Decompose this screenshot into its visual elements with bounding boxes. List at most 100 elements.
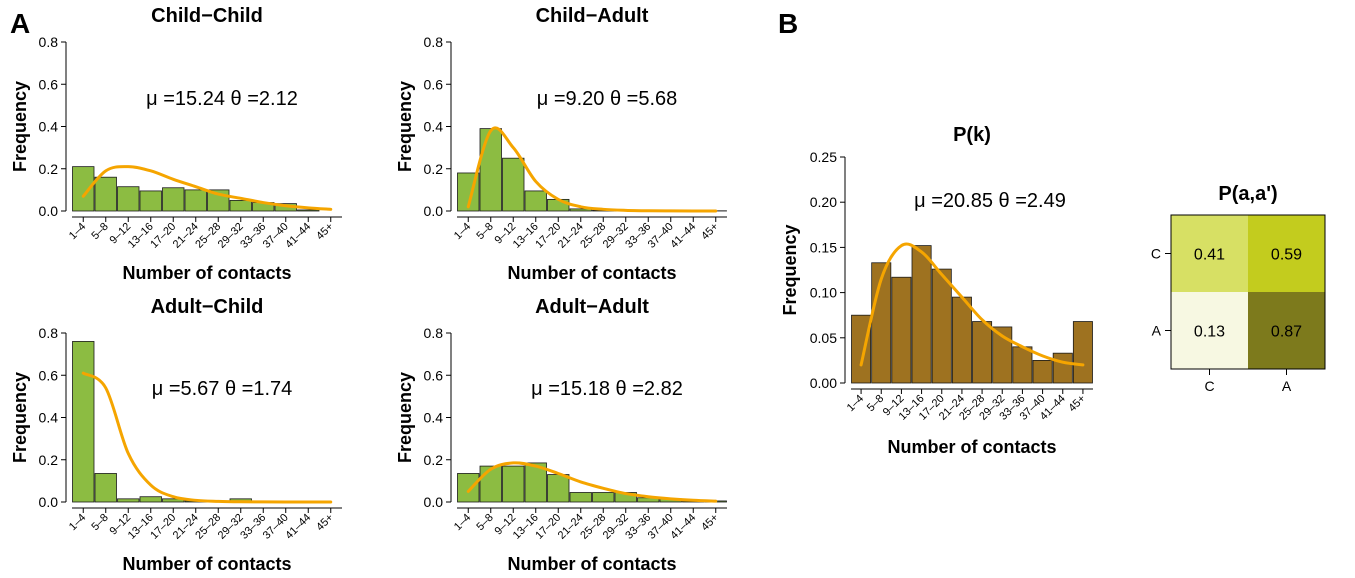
y-tick-label: 0.0	[39, 494, 59, 510]
panel-letter-a: A	[10, 8, 30, 39]
x-tick-label: 1–4	[67, 512, 88, 533]
heatmap-cell-value: 0.13	[1194, 324, 1225, 341]
chart-title: Child−Child	[151, 5, 263, 27]
heatmap-cell	[1248, 292, 1325, 369]
bar	[931, 268, 952, 384]
bar	[229, 200, 252, 212]
fit-curve	[466, 461, 718, 503]
bar	[117, 498, 140, 503]
heatmap-age-mixing: P(a,a') 0.41 0.59 0.13 0.87 C A C A	[1151, 183, 1326, 394]
x-tick-label: 41–44	[668, 221, 698, 251]
row-label: A	[1152, 323, 1162, 339]
bar	[162, 187, 185, 212]
chart-degree-distribution: P(k)0.000.050.100.150.200.251–45–89–1213…	[780, 124, 1093, 457]
bar	[457, 473, 480, 503]
fit-curve	[466, 126, 718, 213]
y-tick-label: 0.8	[424, 34, 444, 50]
x-axis-label: Number of contacts	[887, 437, 1056, 457]
x-tick-label: 1–4	[845, 393, 866, 414]
chart-title: Adult−Adult	[535, 296, 649, 318]
y-tick-label: 0.4	[424, 119, 444, 135]
bar	[972, 321, 993, 384]
bar	[891, 276, 912, 384]
y-axis-label: Frequency	[780, 224, 800, 315]
y-axis-label: Frequency	[395, 81, 415, 172]
col-label: C	[1204, 378, 1214, 394]
fit-parameters: μ =5.67 θ =1.74	[152, 378, 293, 400]
heatmap-cell-value: 0.41	[1194, 247, 1225, 264]
y-tick-label: 0.15	[810, 239, 837, 255]
y-tick-label: 0.6	[424, 367, 444, 383]
y-tick-label: 0.00	[810, 375, 837, 391]
row-label: C	[1151, 246, 1161, 262]
bar	[72, 341, 95, 503]
y-tick-label: 0.4	[39, 119, 59, 135]
x-tick-label: 45+	[1066, 393, 1088, 415]
col-label: A	[1282, 378, 1292, 394]
bar	[502, 157, 525, 212]
y-tick-label: 0.20	[810, 194, 837, 210]
y-tick-label: 0.05	[810, 330, 837, 346]
y-tick-label: 0.6	[424, 76, 444, 92]
y-tick-label: 0.0	[39, 203, 59, 219]
x-tick-label: 45+	[699, 221, 721, 243]
x-tick-label: 41–44	[283, 221, 313, 251]
chart-title: Adult−Child	[151, 296, 264, 318]
y-tick-label: 0.0	[424, 494, 444, 510]
x-axis-label: Number of contacts	[122, 554, 291, 574]
fit-parameters: μ =15.18 θ =2.82	[531, 378, 683, 400]
bar	[502, 465, 525, 503]
x-axis-label: Number of contacts	[507, 263, 676, 283]
x-tick-label: 45+	[314, 512, 336, 534]
y-tick-label: 0.8	[39, 34, 59, 50]
y-tick-label: 0.8	[424, 325, 444, 341]
bar	[184, 189, 207, 212]
x-tick-label: 41–44	[668, 512, 698, 542]
heatmap-cell	[1171, 292, 1248, 369]
bar	[569, 208, 592, 212]
y-tick-label: 0.2	[39, 161, 59, 177]
heatmap-cell-value: 0.87	[1271, 324, 1302, 341]
x-axis-label: Number of contacts	[122, 263, 291, 283]
bar	[117, 186, 140, 212]
bar	[94, 176, 117, 212]
fit-curve	[859, 242, 1085, 367]
x-tick-label: 41–44	[283, 512, 313, 542]
y-axis-label: Frequency	[10, 81, 30, 172]
chart-title: Child−Adult	[536, 5, 649, 27]
bar	[992, 326, 1013, 384]
heatmap-frame	[1170, 214, 1326, 370]
bar	[547, 474, 570, 503]
y-tick-label: 0.8	[39, 325, 59, 341]
y-tick-label: 0.6	[39, 76, 59, 92]
bar	[592, 492, 615, 503]
y-axis-label: Frequency	[10, 372, 30, 463]
y-tick-label: 0.2	[424, 452, 444, 468]
bar	[1072, 321, 1093, 384]
bar	[479, 465, 502, 503]
fit-parameters: μ =15.24 θ =2.12	[146, 88, 298, 110]
bar	[1032, 359, 1053, 384]
x-tick-label: 45+	[699, 512, 721, 534]
y-tick-label: 0.25	[810, 149, 837, 165]
bar	[851, 314, 872, 384]
bar	[139, 190, 162, 212]
x-tick-label: 1–4	[67, 221, 88, 242]
y-tick-label: 0.10	[810, 285, 837, 301]
bar	[297, 209, 320, 212]
heatmap-cell-value: 0.59	[1271, 247, 1302, 264]
x-tick-label: 1–4	[452, 512, 473, 533]
bar	[1052, 352, 1073, 384]
x-axis-label: Number of contacts	[507, 554, 676, 574]
fit-parameters: μ =20.85 θ =2.49	[914, 190, 1066, 212]
y-tick-label: 0.4	[39, 410, 59, 426]
x-tick-label: 45+	[314, 221, 336, 243]
y-tick-label: 0.6	[39, 367, 59, 383]
y-tick-label: 0.2	[39, 452, 59, 468]
bar	[911, 245, 932, 384]
